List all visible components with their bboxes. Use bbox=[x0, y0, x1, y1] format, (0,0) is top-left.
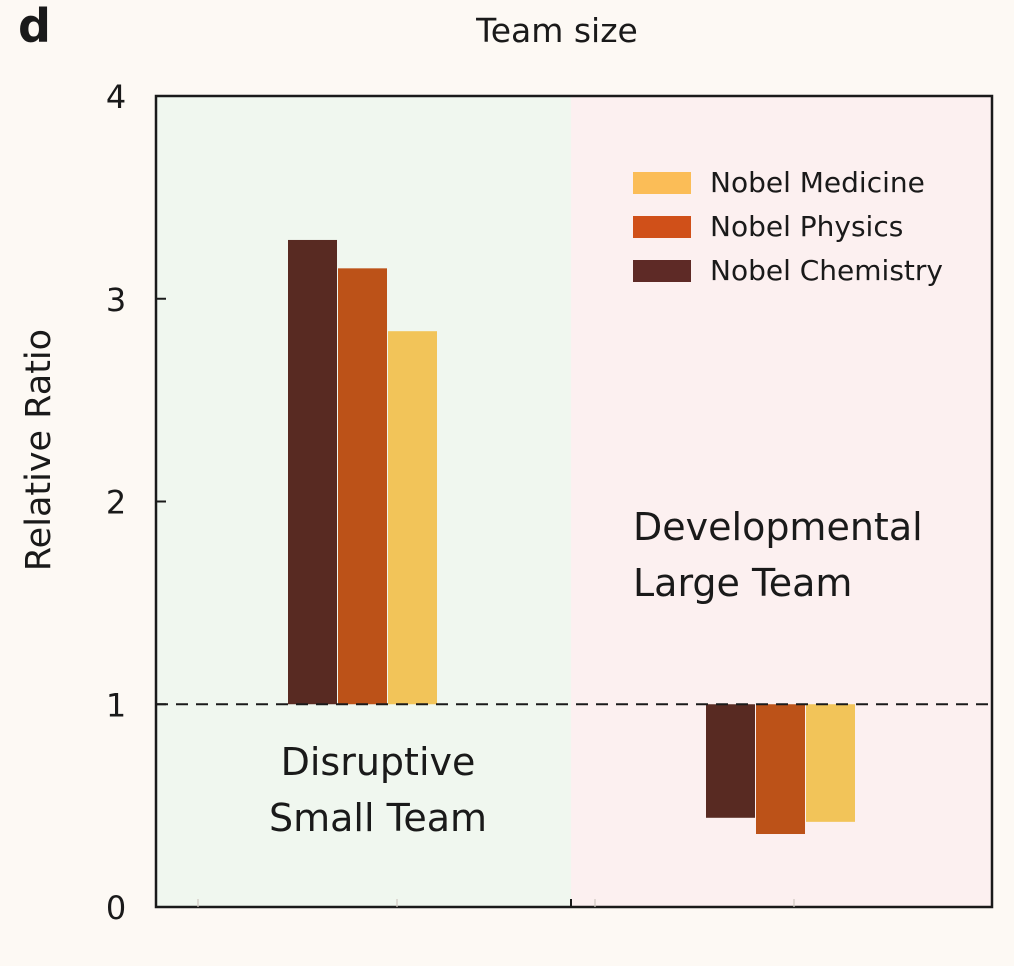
bars bbox=[288, 239, 855, 835]
chart-title: Team size bbox=[475, 11, 638, 50]
y-tick-label: 0 bbox=[106, 889, 126, 927]
panel-label: d bbox=[18, 0, 51, 53]
category-label-large-team: Developmental bbox=[633, 505, 923, 549]
y-axis: 0 1 2 3 4 bbox=[106, 78, 166, 927]
legend-label-nobel-chemistry: Nobel Chemistry bbox=[710, 254, 943, 287]
bar-nobel-physics-large-team bbox=[756, 704, 805, 835]
y-axis-label: Relative Ratio bbox=[19, 329, 59, 571]
legend-swatch-nobel-physics bbox=[633, 216, 691, 238]
category-label-small-team: Disruptive bbox=[281, 740, 476, 784]
bar-nobel-medicine-small-team bbox=[388, 331, 437, 705]
category-label-large-team: Large Team bbox=[633, 561, 852, 605]
y-tick-label: 2 bbox=[106, 484, 126, 522]
bar-nobel-medicine-large-team bbox=[806, 704, 855, 822]
legend: Nobel Medicine Nobel Physics Nobel Chemist… bbox=[633, 166, 943, 287]
bar-nobel-physics-small-team bbox=[338, 268, 387, 705]
x-axis-ticks bbox=[197, 899, 795, 907]
category-labels: Disruptive Small Team Developmental Large T… bbox=[269, 505, 923, 840]
legend-swatch-nobel-chemistry bbox=[633, 260, 691, 282]
bar-nobel-chemistry-small-team bbox=[288, 239, 337, 705]
y-tick-label: 1 bbox=[106, 686, 126, 724]
y-tick-label: 4 bbox=[106, 78, 126, 116]
y-tick-label: 3 bbox=[106, 281, 126, 319]
legend-label-nobel-physics: Nobel Physics bbox=[710, 210, 903, 243]
category-label-small-team: Small Team bbox=[269, 796, 487, 840]
legend-swatch-nobel-medicine bbox=[633, 172, 691, 194]
legend-label-nobel-medicine: Nobel Medicine bbox=[710, 166, 925, 199]
bar-nobel-chemistry-large-team bbox=[706, 704, 755, 818]
